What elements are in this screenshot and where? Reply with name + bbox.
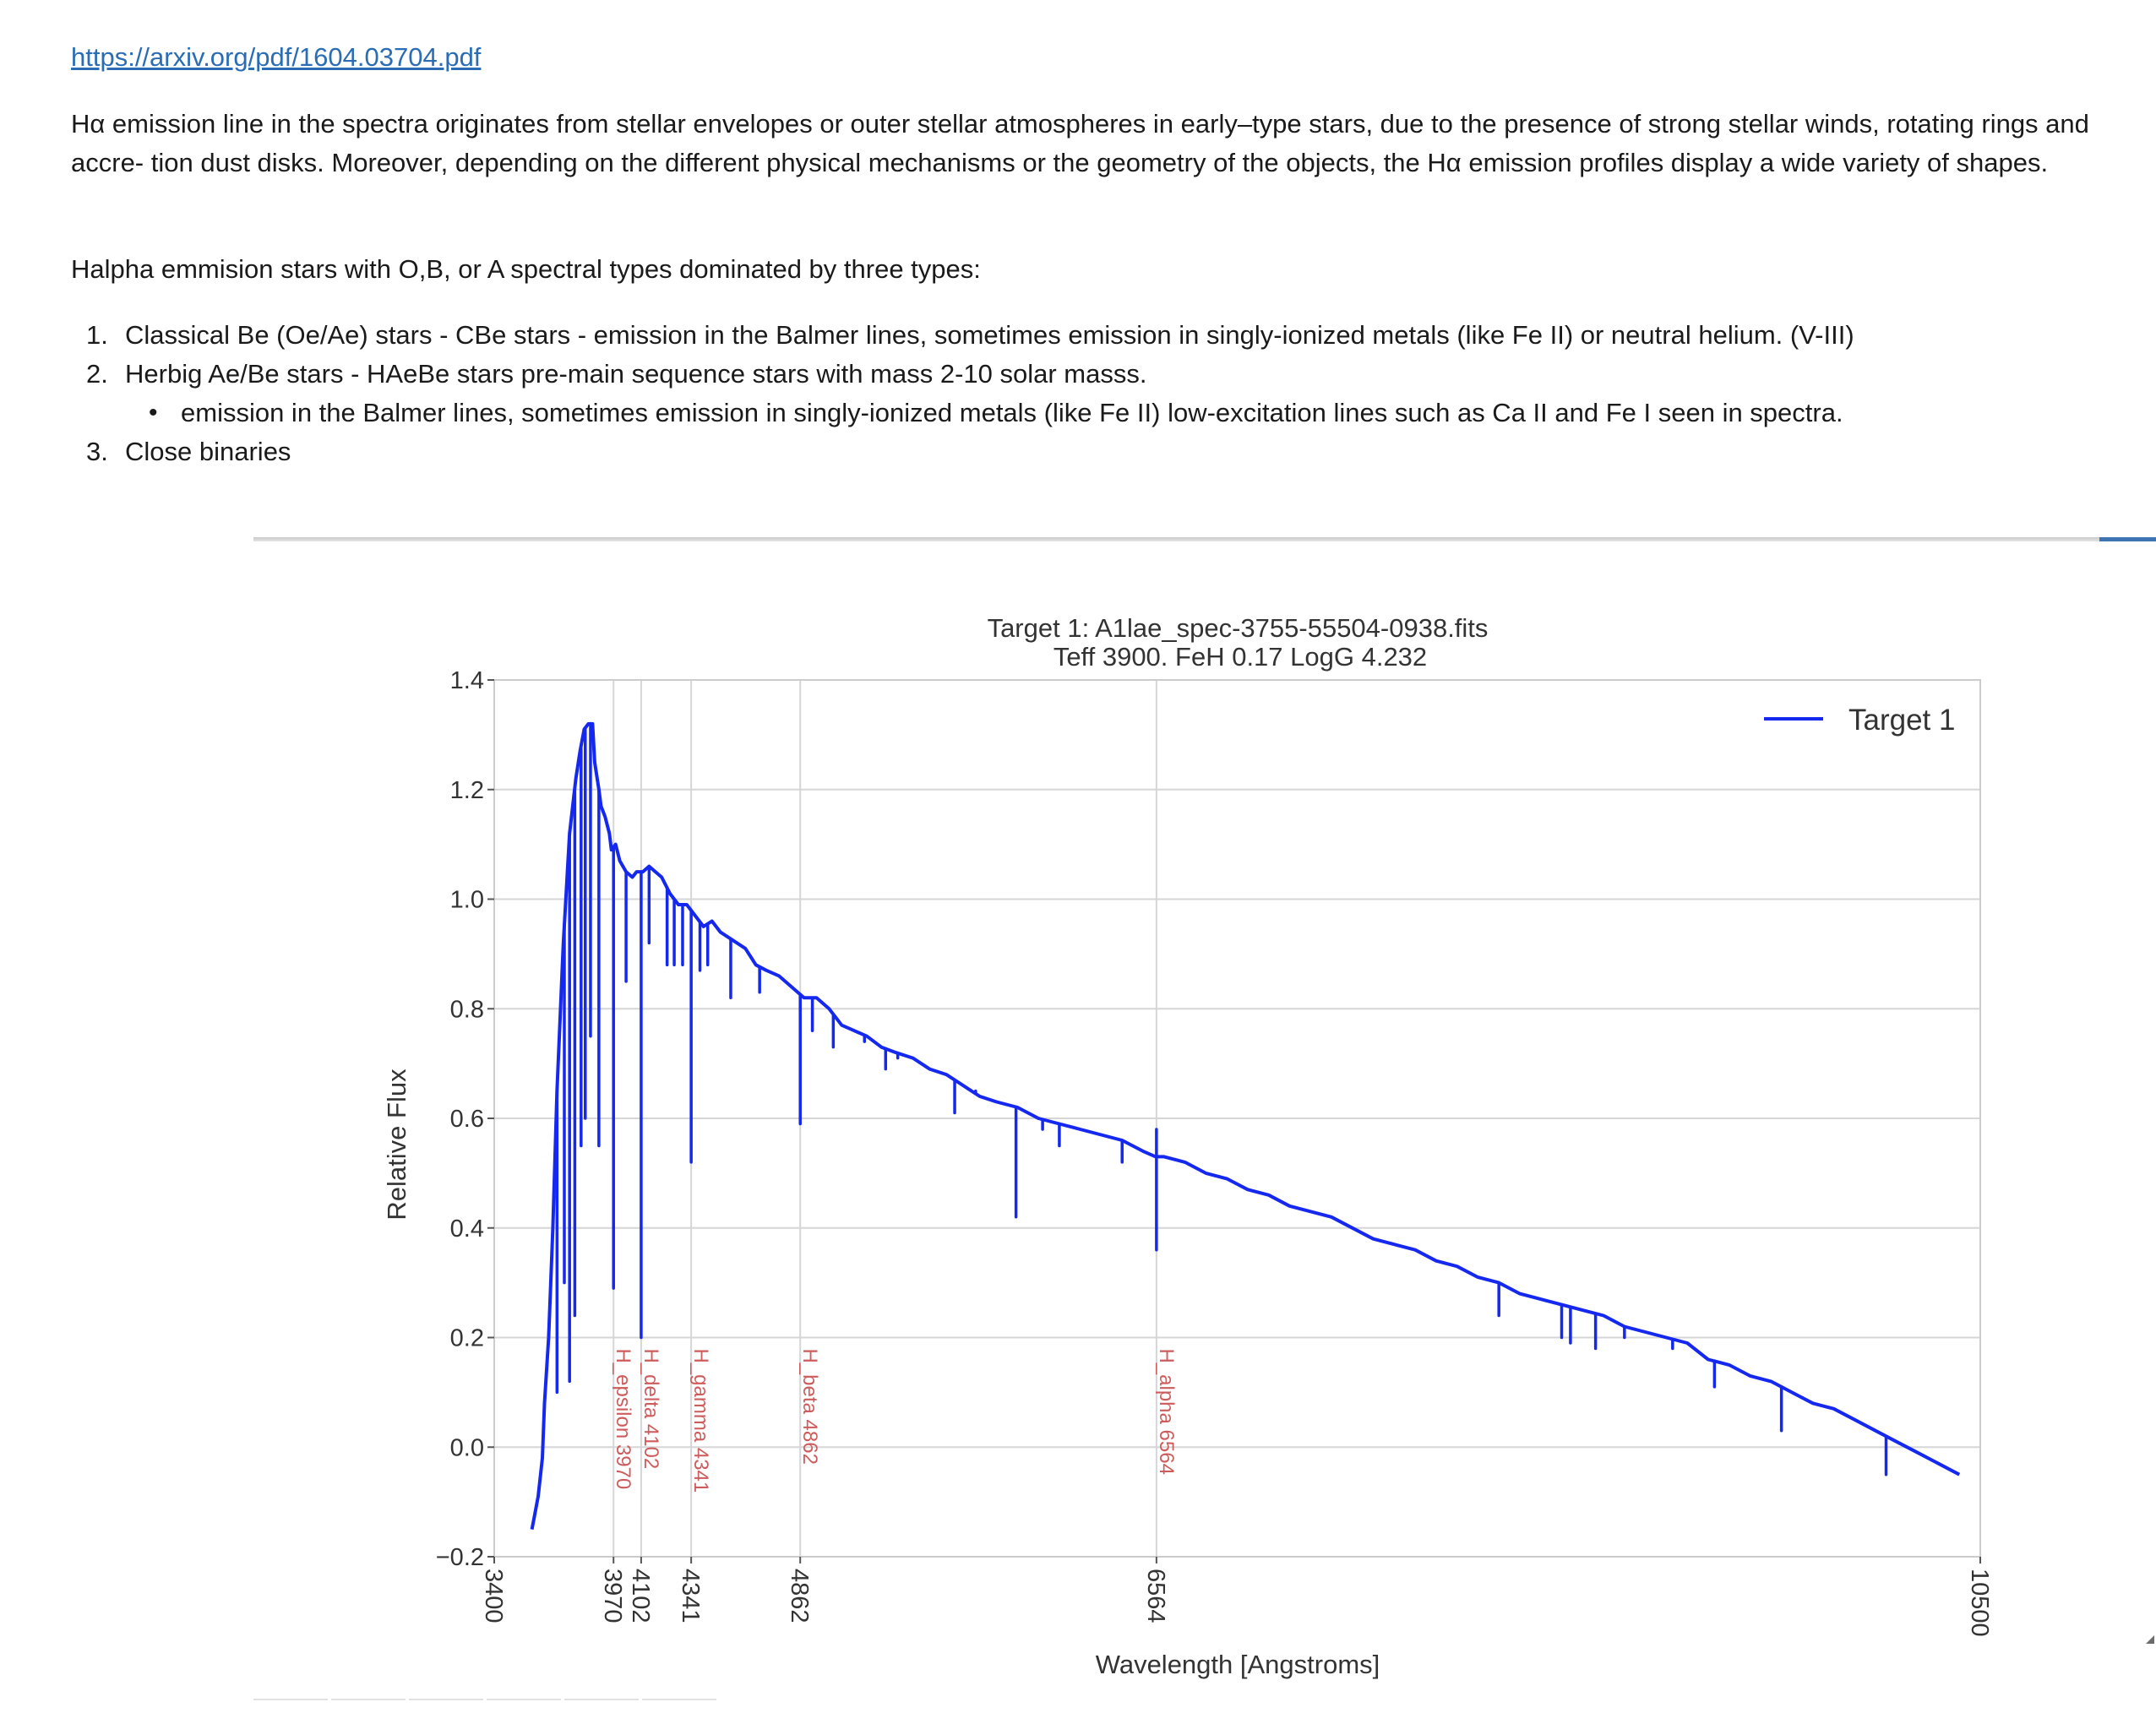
y-tick-label: −0.2 [436,1544,484,1571]
chart-subtitle: Teff 3900. FeH 0.17 LogG 4.232 [1054,642,1427,672]
arxiv-link[interactable]: https://arxiv.org/pdf/1604.03704.pdf [71,42,482,72]
spectrum-line [530,721,1961,1530]
output-divider-accent [2099,537,2156,541]
x-tick-label: 6564 [1142,1569,1169,1623]
chart-title: Target 1: A1lae_spec-3755-55504-0938.fit… [988,613,1489,643]
y-tick-label: 0.2 [450,1325,484,1352]
spectrum-features [555,722,1888,1476]
y-axis-label: Relative Flux [382,1069,411,1221]
list-number: 1. [86,320,108,350]
line-annotation: H_gamma 4341 [689,1348,712,1493]
list-item-text: Classical Be (Oe/Ae) stars - CBe stars -… [125,320,1854,350]
x-tick-label: 3970 [599,1569,626,1623]
output-tabs [253,1694,727,1701]
y-tick-label: 1.2 [450,777,484,804]
chart-ticks: −0.2 0.0 0.2 0.4 0.6 0.8 1.0 1.2 1.4 3400 3970 4102… [436,667,1993,1637]
line-annotation: H_beta 4862 [798,1348,821,1464]
x-tick-label: 4102 [627,1569,654,1623]
x-tick-label: 4341 [677,1569,704,1623]
line-annotation: H_epsilon 3970 [612,1348,634,1489]
output-divider [253,537,2099,541]
resize-handle-icon[interactable] [2146,1635,2154,1644]
sub-list-item-text: emission in the Balmer lines, sometimes … [181,398,1843,427]
sub-list-item: • emission in the Balmer lines, sometime… [71,394,1843,432]
y-tick-label: 0.0 [450,1434,484,1461]
bullet-icon: • [149,399,158,427]
x-tick-label: 4862 [786,1569,813,1623]
y-tick-label: 1.0 [450,887,484,914]
list-item: 1. Classical Be (Oe/Ae) stars - CBe star… [71,316,1854,355]
y-tick-label: 0.6 [450,1106,484,1133]
list-number: 3. [86,437,108,466]
y-tick-label: 0.4 [450,1215,484,1243]
chart-grid [493,679,1981,1558]
list-item-text: Close binaries [125,437,291,466]
x-tick-label: 10500 [1966,1569,1993,1637]
x-axis-label: Wavelength [Angstroms] [1096,1650,1380,1679]
intro-paragraph: Hα emission line in the spectra originat… [71,109,2089,177]
chart-legend: Target 1 [1764,704,1955,737]
chart-annotations: H_epsilon 3970 H_delta 4102 H_gamma 4341 H_… [612,1348,1178,1493]
lead-sentence: Halpha emmision stars with O,B, or A spe… [71,254,981,284]
line-annotation: H_delta 4102 [640,1348,662,1469]
line-annotation: H_alpha 6564 [1155,1348,1178,1474]
list-item: 3. Close binaries [71,432,291,471]
x-tick-label: 3400 [480,1569,507,1623]
types-list: 1. Classical Be (Oe/Ae) stars - CBe star… [71,316,1854,394]
list-item: 2. Herbig Ae/Be stars - HAeBe stars pre-… [71,355,1854,394]
y-tick-label: 1.4 [450,667,484,694]
list-number: 2. [86,359,108,389]
types-list-continued: 3. Close binaries [71,432,291,471]
legend-label: Target 1 [1848,704,1955,737]
y-tick-label: 0.8 [450,996,484,1023]
list-item-text: Herbig Ae/Be stars - HAeBe stars pre-mai… [125,359,1147,389]
sub-list: • emission in the Balmer lines, sometime… [71,394,1843,432]
